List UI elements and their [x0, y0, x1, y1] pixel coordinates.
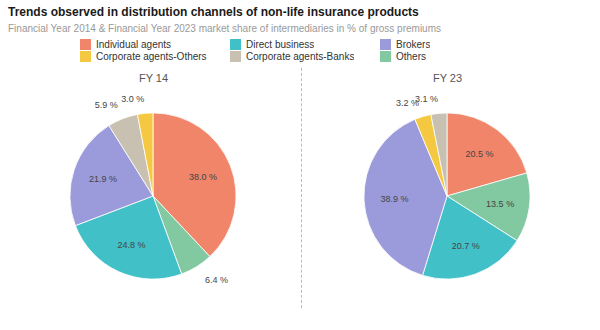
html-text:Financial Year 2014 & Financia: Financial Year 2014 & Financial Year 202…: [8, 23, 441, 34]
html-text:Corporate agents-Banks: Corporate agents-Banks: [246, 51, 355, 62]
svg-text:3.1 %: 3.1 %: [415, 94, 438, 104]
svg-text:24.8 %: 24.8 %: [117, 240, 145, 250]
html-text:Direct business: Direct business: [246, 39, 315, 50]
svg-text:13.5 %: 13.5 %: [486, 199, 514, 209]
html-text:Individual agents: Individual agents: [96, 39, 172, 50]
svg-text:FY 14: FY 14: [139, 72, 168, 84]
html-text:Brokers: Brokers: [396, 39, 431, 50]
html-text:Trends observed in distributio: Trends observed in distribution channels…: [8, 5, 419, 19]
html-text:Others: Others: [396, 51, 426, 62]
svg-text:3.0 %: 3.0 %: [121, 94, 144, 104]
svg-text:3.2 %: 3.2 %: [395, 97, 419, 108]
svg-text:20.7 %: 20.7 %: [452, 241, 480, 251]
svg-text:20.5 %: 20.5 %: [465, 149, 493, 159]
svg-text:6.4 %: 6.4 %: [205, 275, 228, 285]
svg-text:5.9 %: 5.9 %: [95, 100, 118, 110]
svg-text:38.9 %: 38.9 %: [380, 194, 408, 204]
html-text:Corporate agents-Others: Corporate agents-Others: [96, 51, 207, 62]
svg-text:38.0 %: 38.0 %: [189, 172, 217, 182]
svg-text:21.9 %: 21.9 %: [89, 174, 117, 184]
svg-text:FY 23: FY 23: [433, 72, 462, 84]
